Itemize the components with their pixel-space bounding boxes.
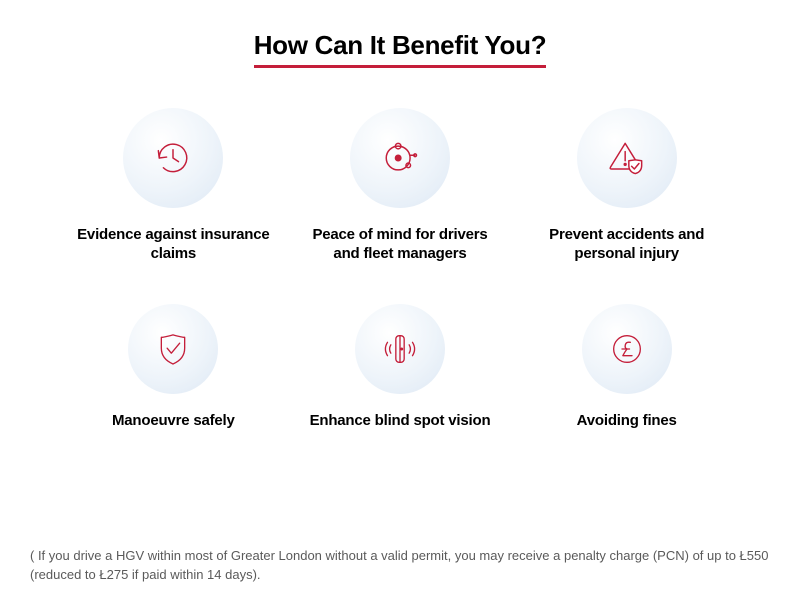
warning-shield-icon xyxy=(605,136,649,180)
benefit-item: Manoeuvre safely xyxy=(70,304,277,431)
icon-circle xyxy=(128,304,218,394)
benefit-item: Evidence against insurance claims xyxy=(70,108,277,264)
benefit-item: Peace of mind for drivers and fleet mana… xyxy=(297,108,504,264)
benefits-grid: Evidence against insurance claims Peace … xyxy=(70,108,730,430)
benefit-label: Peace of mind for drivers and fleet mana… xyxy=(300,226,500,264)
benefit-item: Prevent accidents and personal injury xyxy=(523,108,730,264)
icon-circle xyxy=(350,108,450,208)
icon-circle xyxy=(355,304,445,394)
history-icon xyxy=(151,136,195,180)
benefit-item: Avoiding fines xyxy=(523,304,730,431)
pound-coin-icon xyxy=(607,329,647,369)
icon-circle xyxy=(582,304,672,394)
benefit-label: Evidence against insurance claims xyxy=(73,226,273,264)
shield-check-icon xyxy=(153,329,193,369)
footnote-text: ( If you drive a HGV within most of Grea… xyxy=(30,517,770,585)
benefit-label: Prevent accidents and personal injury xyxy=(527,226,727,264)
icon-circle xyxy=(123,108,223,208)
benefit-label: Avoiding fines xyxy=(577,412,677,431)
door-sensor-icon xyxy=(380,329,420,369)
benefit-label: Manoeuvre safely xyxy=(112,412,235,431)
icon-circle xyxy=(577,108,677,208)
page-title: How Can It Benefit You? xyxy=(254,30,547,68)
benefits-section: How Can It Benefit You? Evidence against… xyxy=(0,0,800,600)
benefit-label: Enhance blind spot vision xyxy=(310,412,491,431)
orbit-icon xyxy=(378,136,422,180)
benefit-item: Enhance blind spot vision xyxy=(297,304,504,431)
